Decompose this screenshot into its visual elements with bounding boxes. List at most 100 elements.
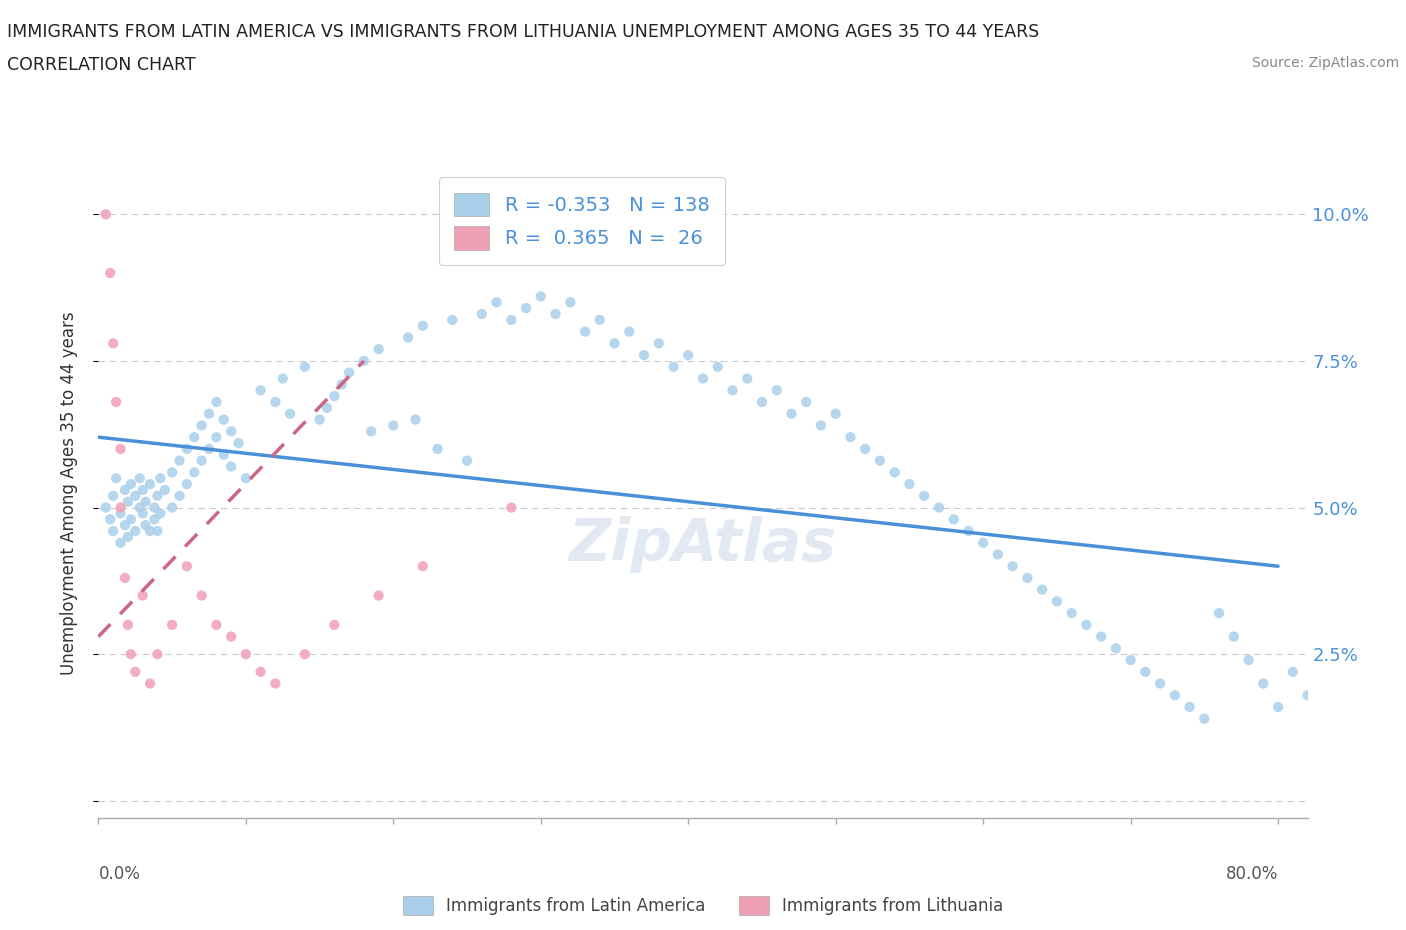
Text: CORRELATION CHART: CORRELATION CHART [7,56,195,73]
Point [94,206,117,221]
Point [360,424,382,439]
Point [183,430,205,445]
Point [160,618,183,632]
Point [957,524,980,538]
Point [117,494,139,509]
Legend: Immigrants from Latin America, Immigrants from Lithuania: Immigrants from Latin America, Immigrant… [396,889,1010,922]
Point [780,406,803,421]
Point [928,500,950,515]
Point [117,529,139,544]
Text: 80.0%: 80.0% [1226,865,1278,884]
Point [139,477,162,492]
Point [114,483,136,498]
Point [131,588,153,603]
Point [987,547,1010,562]
Point [131,483,153,498]
Point [131,506,153,521]
Point [330,377,353,392]
Point [501,312,523,327]
Point [456,453,478,468]
Point [143,500,166,515]
Point [1105,641,1128,656]
Point [149,471,172,485]
Point [198,406,221,421]
Point [190,418,212,432]
Point [839,430,862,445]
Point [574,325,596,339]
Point [471,307,494,322]
Point [94,500,117,515]
Point [219,424,242,439]
Point [135,518,157,533]
Point [1178,699,1201,714]
Point [648,336,671,351]
Point [810,418,832,432]
Text: ZipAtlas: ZipAtlas [569,516,837,574]
Point [110,500,132,515]
Point [176,442,198,457]
Point [869,453,891,468]
Point [139,524,162,538]
Point [271,371,294,386]
Point [205,430,228,445]
Point [942,512,965,526]
Point [98,512,121,526]
Point [101,524,124,538]
Point [883,465,905,480]
Point [323,618,346,632]
Point [1208,605,1230,620]
Point [114,570,136,585]
Point [337,365,360,380]
Point [316,401,339,416]
Point [160,500,183,515]
Point [249,664,271,679]
Point [692,371,714,386]
Point [149,506,172,521]
Point [1076,618,1098,632]
Point [190,588,212,603]
Point [205,618,228,632]
Point [153,483,176,498]
Point [135,494,157,509]
Point [1310,653,1333,668]
Point [530,289,553,304]
Point [143,512,166,526]
Point [1031,582,1053,597]
Point [412,318,434,333]
Point [1267,699,1289,714]
Point [169,453,191,468]
Point [619,325,641,339]
Point [105,394,128,409]
Point [678,348,700,363]
Point [264,676,287,691]
Point [1119,653,1142,668]
Point [98,266,121,281]
Point [1282,664,1305,679]
Point [128,500,150,515]
Point [212,447,235,462]
Point [294,646,316,661]
Text: IMMIGRANTS FROM LATIN AMERICA VS IMMIGRANTS FROM LITHUANIA UNEMPLOYMENT AMONG AG: IMMIGRANTS FROM LATIN AMERICA VS IMMIGRA… [7,23,1039,41]
Point [205,394,228,409]
Point [124,524,146,538]
Text: 0.0%: 0.0% [98,865,141,884]
Point [183,465,205,480]
Point [367,341,389,356]
Point [117,618,139,632]
Point [120,512,142,526]
Point [367,588,389,603]
Point [120,477,142,492]
Point [485,295,508,310]
Point [120,646,142,661]
Point [515,300,537,315]
Point [146,488,169,503]
Point [353,353,375,368]
Point [228,435,250,450]
Point [110,506,132,521]
Point [146,646,169,661]
Point [212,412,235,427]
Point [721,383,744,398]
Point [176,477,198,492]
Point [441,312,464,327]
Point [1237,653,1260,668]
